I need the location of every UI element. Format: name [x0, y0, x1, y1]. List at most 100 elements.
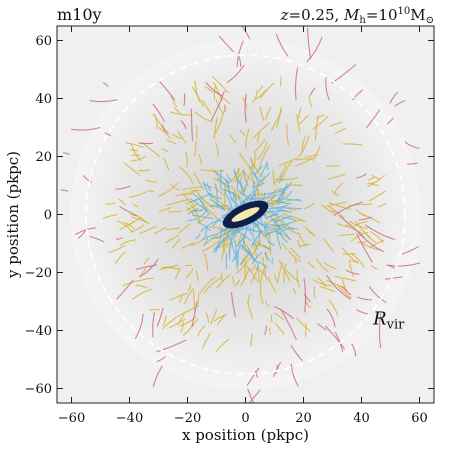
gas-stream-trail — [247, 247, 258, 263]
gas-stream-trail — [210, 204, 224, 211]
gas-stream-trail — [174, 267, 182, 279]
gas-stream-trail — [177, 130, 187, 144]
gas-stream-trail — [296, 269, 300, 288]
gas-stream-trail — [196, 221, 211, 232]
gas-stream-trail — [350, 231, 368, 242]
gas-stream-trail — [287, 184, 303, 187]
gas-stream-trail — [264, 325, 267, 336]
gas-stream-trail — [356, 309, 368, 315]
gas-stream-trail — [215, 237, 226, 249]
gas-stream-trail — [278, 174, 283, 184]
gas-stream-trail — [295, 257, 302, 263]
gas-stream-trail — [187, 218, 197, 222]
gas-stream-trail — [259, 210, 269, 219]
gas-stream-trail — [231, 229, 240, 241]
gas-stream-trail — [195, 233, 201, 240]
gas-stream-trail — [123, 221, 135, 230]
gas-stream-trail — [210, 308, 218, 324]
gas-stream-trail — [200, 169, 225, 172]
gas-stream-trail — [179, 294, 183, 304]
gas-stream-trail — [366, 109, 381, 129]
gas-stream-trail — [183, 318, 199, 336]
gas-stream-trail — [258, 85, 264, 92]
gas-stream-trail — [394, 100, 406, 107]
gas-stream-trail — [292, 219, 304, 223]
gas-stream-trail — [307, 261, 316, 270]
x-tick-label: 20 — [295, 411, 312, 426]
gas-stream-trail — [286, 124, 289, 146]
gas-stream-trail — [270, 314, 273, 323]
y-tick-label: 0 — [44, 208, 52, 223]
gas-stream-trail — [103, 82, 109, 88]
gas-stream-trail — [259, 106, 265, 121]
gas-stream-trail — [246, 367, 260, 386]
gas-stream-trail — [313, 286, 316, 298]
gas-stream-trail — [325, 164, 340, 167]
gas-stream-trail — [166, 139, 177, 145]
gas-stream-trail — [328, 299, 339, 316]
gas-stream-trail — [303, 202, 315, 210]
gas-stream-trail — [173, 106, 182, 115]
gas-stream-trail — [350, 259, 359, 263]
gas-stream-trail — [266, 161, 269, 171]
gas-stream-trail — [323, 262, 337, 270]
gas-stream-trail — [252, 224, 255, 232]
gas-stream-trail — [259, 145, 271, 166]
gas-stream-trail — [299, 135, 310, 157]
mass-unit-subscript: ⊙ — [426, 15, 434, 26]
gas-stream-trail — [162, 315, 167, 326]
gas-stream-trail — [204, 253, 209, 271]
virial-radius-label: Rvir — [372, 309, 405, 333]
gas-stream-trail — [252, 172, 261, 187]
gas-stream-trail — [293, 199, 302, 202]
gas-stream-trail — [130, 216, 142, 224]
gas-stream-trail — [369, 239, 385, 249]
gas-stream-trail — [407, 162, 418, 165]
gas-stream-trail — [202, 181, 213, 199]
gas-stream-trail — [301, 135, 306, 154]
gas-stream-trail — [231, 243, 242, 262]
gas-stream-trail — [245, 197, 265, 200]
gas-stream-trail — [230, 291, 236, 317]
gas-stream-trail — [250, 230, 263, 248]
gas-stream-trail — [205, 312, 210, 323]
gas-stream-trail — [243, 170, 249, 187]
gas-stream-trail — [163, 157, 170, 171]
gas-stream-trail — [251, 252, 263, 265]
gas-stream-trail — [247, 294, 251, 305]
gas-stream-trail — [229, 196, 240, 209]
gas-stream-trail — [233, 168, 239, 191]
gas-stream-trail — [386, 262, 421, 267]
gas-stream-trail — [104, 132, 111, 137]
gas-stream-trail — [132, 203, 139, 208]
gas-stream-trail — [168, 318, 186, 329]
gas-stream-trail — [185, 151, 188, 168]
mass-symbol: M — [343, 6, 360, 24]
gas-stream-trail — [115, 185, 131, 190]
gas-stream-trail — [135, 313, 144, 339]
gas-stream-trail — [331, 64, 357, 84]
gas-stream-trail — [158, 207, 172, 212]
gas-stream-trail — [295, 158, 313, 161]
gas-stream-trail — [366, 182, 374, 185]
gas-stream-trail — [239, 129, 246, 136]
gas-stream-trail — [260, 264, 267, 287]
gas-stream-trail — [404, 141, 420, 149]
gas-stream-trail — [201, 99, 212, 115]
gas-stream-trail — [161, 318, 176, 330]
gas-stream-trail — [213, 116, 218, 139]
gas-stream-trail — [234, 279, 241, 287]
gas-stream-trail — [258, 228, 261, 244]
gas-stream-trail — [221, 205, 233, 219]
gas-stream-trail — [337, 284, 352, 299]
gas-stream-trail — [279, 207, 302, 210]
gas-stream-trail — [152, 365, 163, 387]
gas-stream-trail — [325, 77, 330, 101]
gas-stream-trail — [246, 301, 254, 320]
y-axis-label: y position (pkpc) — [4, 151, 22, 279]
gas-stream-trail — [206, 227, 228, 238]
gas-stream-trail — [139, 267, 146, 277]
gas-stream-trail — [173, 307, 195, 320]
gas-stream-trail — [195, 270, 199, 282]
